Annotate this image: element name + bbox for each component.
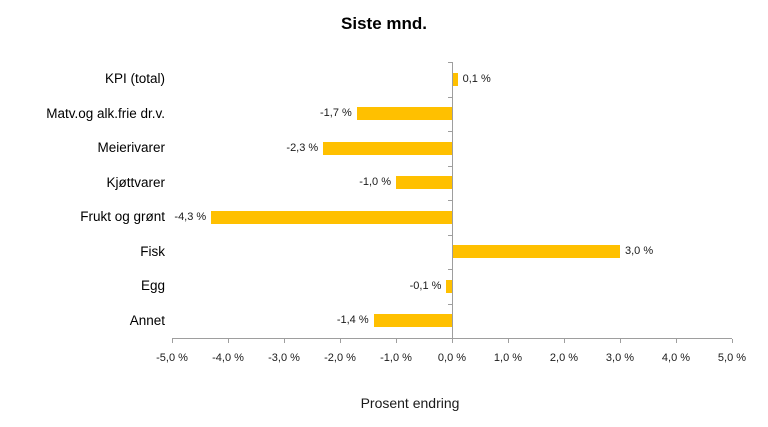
bar — [446, 279, 452, 293]
x-axis-tick-label: -3,0 % — [268, 352, 300, 364]
x-axis-tick-label: 1,0 % — [493, 352, 523, 364]
category-axis-tick — [448, 200, 452, 201]
bar — [323, 141, 452, 155]
category-label: Annet — [129, 312, 165, 328]
bar-value-label: 3,0 % — [625, 245, 654, 258]
x-axis-tick-label: -1,0 % — [380, 352, 412, 364]
category-axis-tick — [448, 131, 452, 132]
x-axis-tick — [172, 339, 173, 343]
x-axis-tick — [508, 339, 509, 343]
x-axis-tick — [620, 339, 621, 343]
x-axis-tick-label: 2,0 % — [549, 352, 579, 364]
x-axis-tick-label: 5,0 % — [717, 352, 747, 364]
x-axis-tick — [676, 339, 677, 343]
x-axis-tick-label: 3,0 % — [605, 352, 635, 364]
chart-title: Siste mnd. — [341, 14, 427, 33]
category-axis-tick — [448, 96, 452, 98]
x-axis-tick — [452, 339, 453, 343]
bar — [452, 245, 620, 259]
bar — [396, 176, 452, 190]
x-axis-tick-label: -2,0 % — [324, 352, 356, 364]
zero-axis-line — [452, 62, 453, 338]
category-axis-tick — [448, 338, 452, 339]
category-label: Frukt og grønt — [80, 209, 165, 225]
bar — [356, 107, 452, 121]
bar-value-label: -1,4 % — [336, 314, 369, 327]
bar — [452, 72, 458, 86]
category-label: KPI (total) — [104, 71, 165, 87]
category-label: Kjøttvarer — [106, 174, 165, 190]
category-label: Egg — [140, 278, 165, 294]
bar-value-label: -0,1 % — [409, 279, 442, 292]
x-axis-tick-label: -4,0 % — [212, 352, 244, 364]
category-axis-tick — [448, 165, 452, 167]
bar-value-label: 0,1 % — [462, 72, 491, 85]
x-axis-title: Prosent endring — [360, 395, 460, 411]
bar-value-label: -2,3 % — [286, 141, 319, 154]
x-axis-tick-label: 4,0 % — [661, 352, 691, 364]
x-axis-tick — [732, 339, 733, 343]
bar-value-label: -1,0 % — [359, 176, 391, 189]
x-axis-tick — [340, 339, 341, 343]
category-axis-tick — [448, 62, 452, 63]
category-label: Matv.og alk.frie dr.v. — [46, 105, 165, 121]
x-axis-tick — [284, 339, 285, 343]
bar — [211, 210, 452, 224]
bar — [373, 314, 452, 328]
x-axis-tick — [396, 339, 397, 343]
x-axis-tick — [228, 339, 229, 343]
bar-value-label: -4,3 % — [174, 210, 207, 223]
x-axis-tick — [564, 339, 565, 343]
category-label: Meierivarer — [97, 140, 165, 156]
x-axis-tick-label: 0,0 % — [437, 352, 467, 364]
category-axis-tick — [448, 269, 452, 270]
x-axis-line — [172, 338, 732, 339]
category-axis-tick — [448, 303, 452, 305]
x-axis-tick-label: -5,0 % — [156, 352, 188, 364]
category-label: Fisk — [140, 243, 165, 259]
category-axis-tick — [448, 234, 452, 236]
bar-value-label: -1,7 % — [320, 107, 352, 120]
